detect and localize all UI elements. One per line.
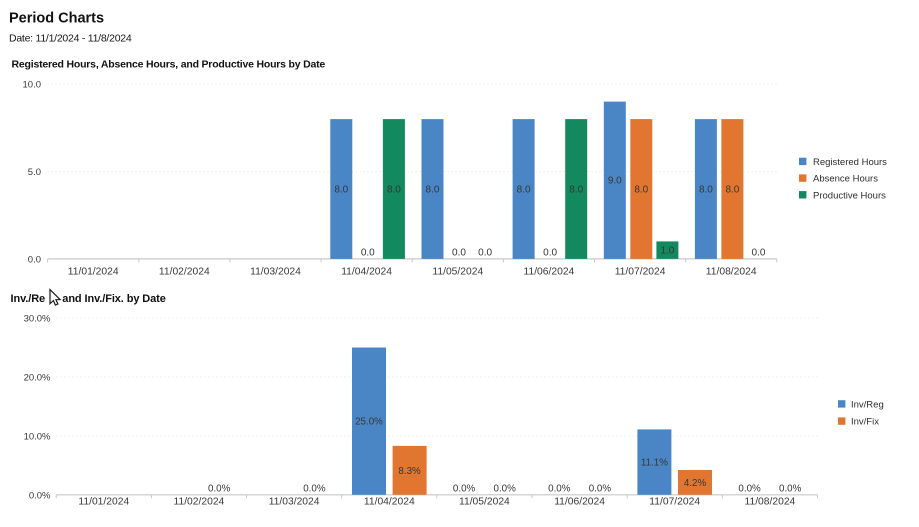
svg-text:11/01/2024: 11/01/2024 <box>68 267 119 278</box>
svg-text:11/03/2024: 11/03/2024 <box>250 267 301 278</box>
svg-text:8.0: 8.0 <box>517 185 531 196</box>
svg-text:0.0: 0.0 <box>452 247 466 258</box>
svg-text:Inv/Fix: Inv/Fix <box>851 417 879 428</box>
svg-text:0.0%: 0.0% <box>29 490 51 501</box>
svg-text:11/06/2024: 11/06/2024 <box>554 497 605 508</box>
svg-text:0.0: 0.0 <box>361 247 375 258</box>
svg-text:11/05/2024: 11/05/2024 <box>459 497 510 508</box>
svg-text:9.0: 9.0 <box>608 176 622 187</box>
svg-text:Date: 11/1/2024 - 11/8/2024: Date: 11/1/2024 - 11/8/2024 <box>9 33 132 45</box>
svg-text:0.0%: 0.0% <box>779 483 802 494</box>
svg-text:0.0%: 0.0% <box>303 483 326 494</box>
svg-text:0.0: 0.0 <box>478 247 492 258</box>
svg-text:0.0%: 0.0% <box>494 483 517 494</box>
svg-text:0.0%: 0.0% <box>208 483 231 494</box>
svg-text:8.0: 8.0 <box>334 185 348 196</box>
svg-text:Productive Hours: Productive Hours <box>813 190 886 201</box>
svg-text:0.0: 0.0 <box>28 254 41 265</box>
svg-text:8.0: 8.0 <box>634 185 648 196</box>
svg-text:4.2%: 4.2% <box>684 478 707 489</box>
svg-text:0.0%: 0.0% <box>548 483 571 494</box>
svg-text:11/02/2024: 11/02/2024 <box>174 497 225 508</box>
svg-text:11.1%: 11.1% <box>641 458 668 469</box>
svg-text:5.0: 5.0 <box>28 167 41 178</box>
svg-text:20.0%: 20.0% <box>24 372 51 383</box>
svg-text:10.0: 10.0 <box>23 80 42 91</box>
svg-text:11/07/2024: 11/07/2024 <box>615 267 666 278</box>
svg-text:8.0: 8.0 <box>699 185 713 196</box>
svg-text:11/04/2024: 11/04/2024 <box>364 497 415 508</box>
svg-text:0.0%: 0.0% <box>738 483 761 494</box>
svg-text:11/02/2024: 11/02/2024 <box>159 267 210 278</box>
svg-text:8.0: 8.0 <box>426 185 440 196</box>
svg-text:10.0%: 10.0% <box>24 431 51 442</box>
svg-text:0.0%: 0.0% <box>453 483 476 494</box>
svg-text:11/07/2024: 11/07/2024 <box>649 497 700 508</box>
svg-text:0.0%: 0.0% <box>589 483 612 494</box>
svg-text:Inv/Reg: Inv/Reg <box>851 399 884 410</box>
svg-text:and Inv./Fix. by Date: and Inv./Fix. by Date <box>62 293 165 305</box>
svg-text:8.3%: 8.3% <box>398 466 421 477</box>
svg-text:Absence Hours: Absence Hours <box>813 174 878 185</box>
svg-text:Registered Hours, Absence Hour: Registered Hours, Absence Hours, and Pro… <box>12 59 326 71</box>
svg-text:11/05/2024: 11/05/2024 <box>432 267 483 278</box>
svg-text:0.0: 0.0 <box>752 247 766 258</box>
svg-text:1.0: 1.0 <box>660 246 674 257</box>
svg-text:Period Charts: Period Charts <box>9 11 104 27</box>
svg-text:11/03/2024: 11/03/2024 <box>269 497 320 508</box>
svg-text:0.0: 0.0 <box>543 247 557 258</box>
svg-text:11/06/2024: 11/06/2024 <box>524 267 575 278</box>
svg-text:11/08/2024: 11/08/2024 <box>706 267 757 278</box>
svg-text:30.0%: 30.0% <box>24 314 51 325</box>
svg-text:25.0%: 25.0% <box>355 417 383 428</box>
svg-text:Inv./Re: Inv./Re <box>11 293 46 305</box>
svg-text:8.0: 8.0 <box>725 185 739 196</box>
svg-text:8.0: 8.0 <box>569 185 583 196</box>
svg-text:Registered Hours: Registered Hours <box>813 157 887 168</box>
svg-text:8.0: 8.0 <box>387 185 401 196</box>
svg-text:11/04/2024: 11/04/2024 <box>341 267 392 278</box>
svg-text:11/08/2024: 11/08/2024 <box>745 497 796 508</box>
svg-text:11/01/2024: 11/01/2024 <box>78 497 129 508</box>
